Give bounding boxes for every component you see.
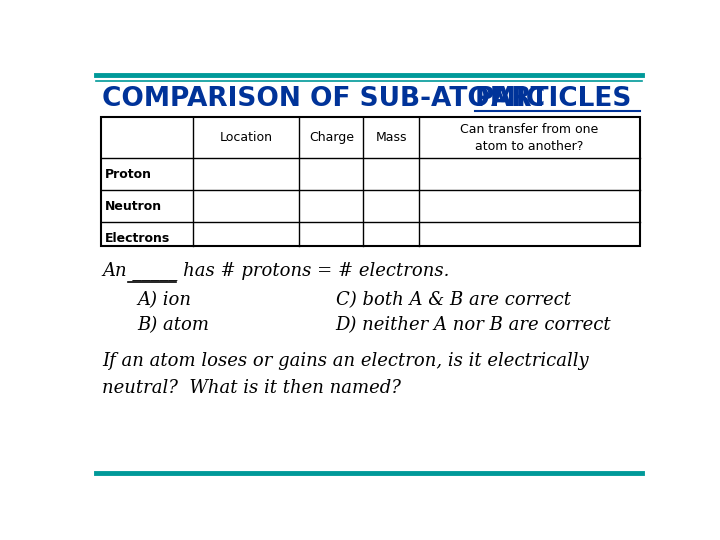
Text: Mass: Mass <box>376 131 407 144</box>
Text: Charge: Charge <box>309 131 354 144</box>
Text: If an atom loses or gains an electron, is it electrically
neutral?  What is it t: If an atom loses or gains an electron, i… <box>102 353 589 397</box>
Text: D) neither A nor B are correct: D) neither A nor B are correct <box>336 316 611 334</box>
Text: Can transfer from one
atom to another?: Can transfer from one atom to another? <box>460 123 598 153</box>
Text: B) atom: B) atom <box>138 316 210 334</box>
Text: Neutron: Neutron <box>105 200 162 213</box>
Text: A) ion: A) ion <box>138 291 192 309</box>
Text: C) both A & B are correct: C) both A & B are correct <box>336 291 570 309</box>
Text: PARTICLES: PARTICLES <box>475 86 632 112</box>
Text: COMPARISON OF SUB-ATOMIC: COMPARISON OF SUB-ATOMIC <box>102 86 554 112</box>
Text: Location: Location <box>220 131 273 144</box>
Text: Electrons: Electrons <box>105 232 171 245</box>
Text: An _____ has # protons = # electrons.: An _____ has # protons = # electrons. <box>102 261 450 280</box>
Bar <box>101 117 639 246</box>
Text: Proton: Proton <box>105 168 152 181</box>
